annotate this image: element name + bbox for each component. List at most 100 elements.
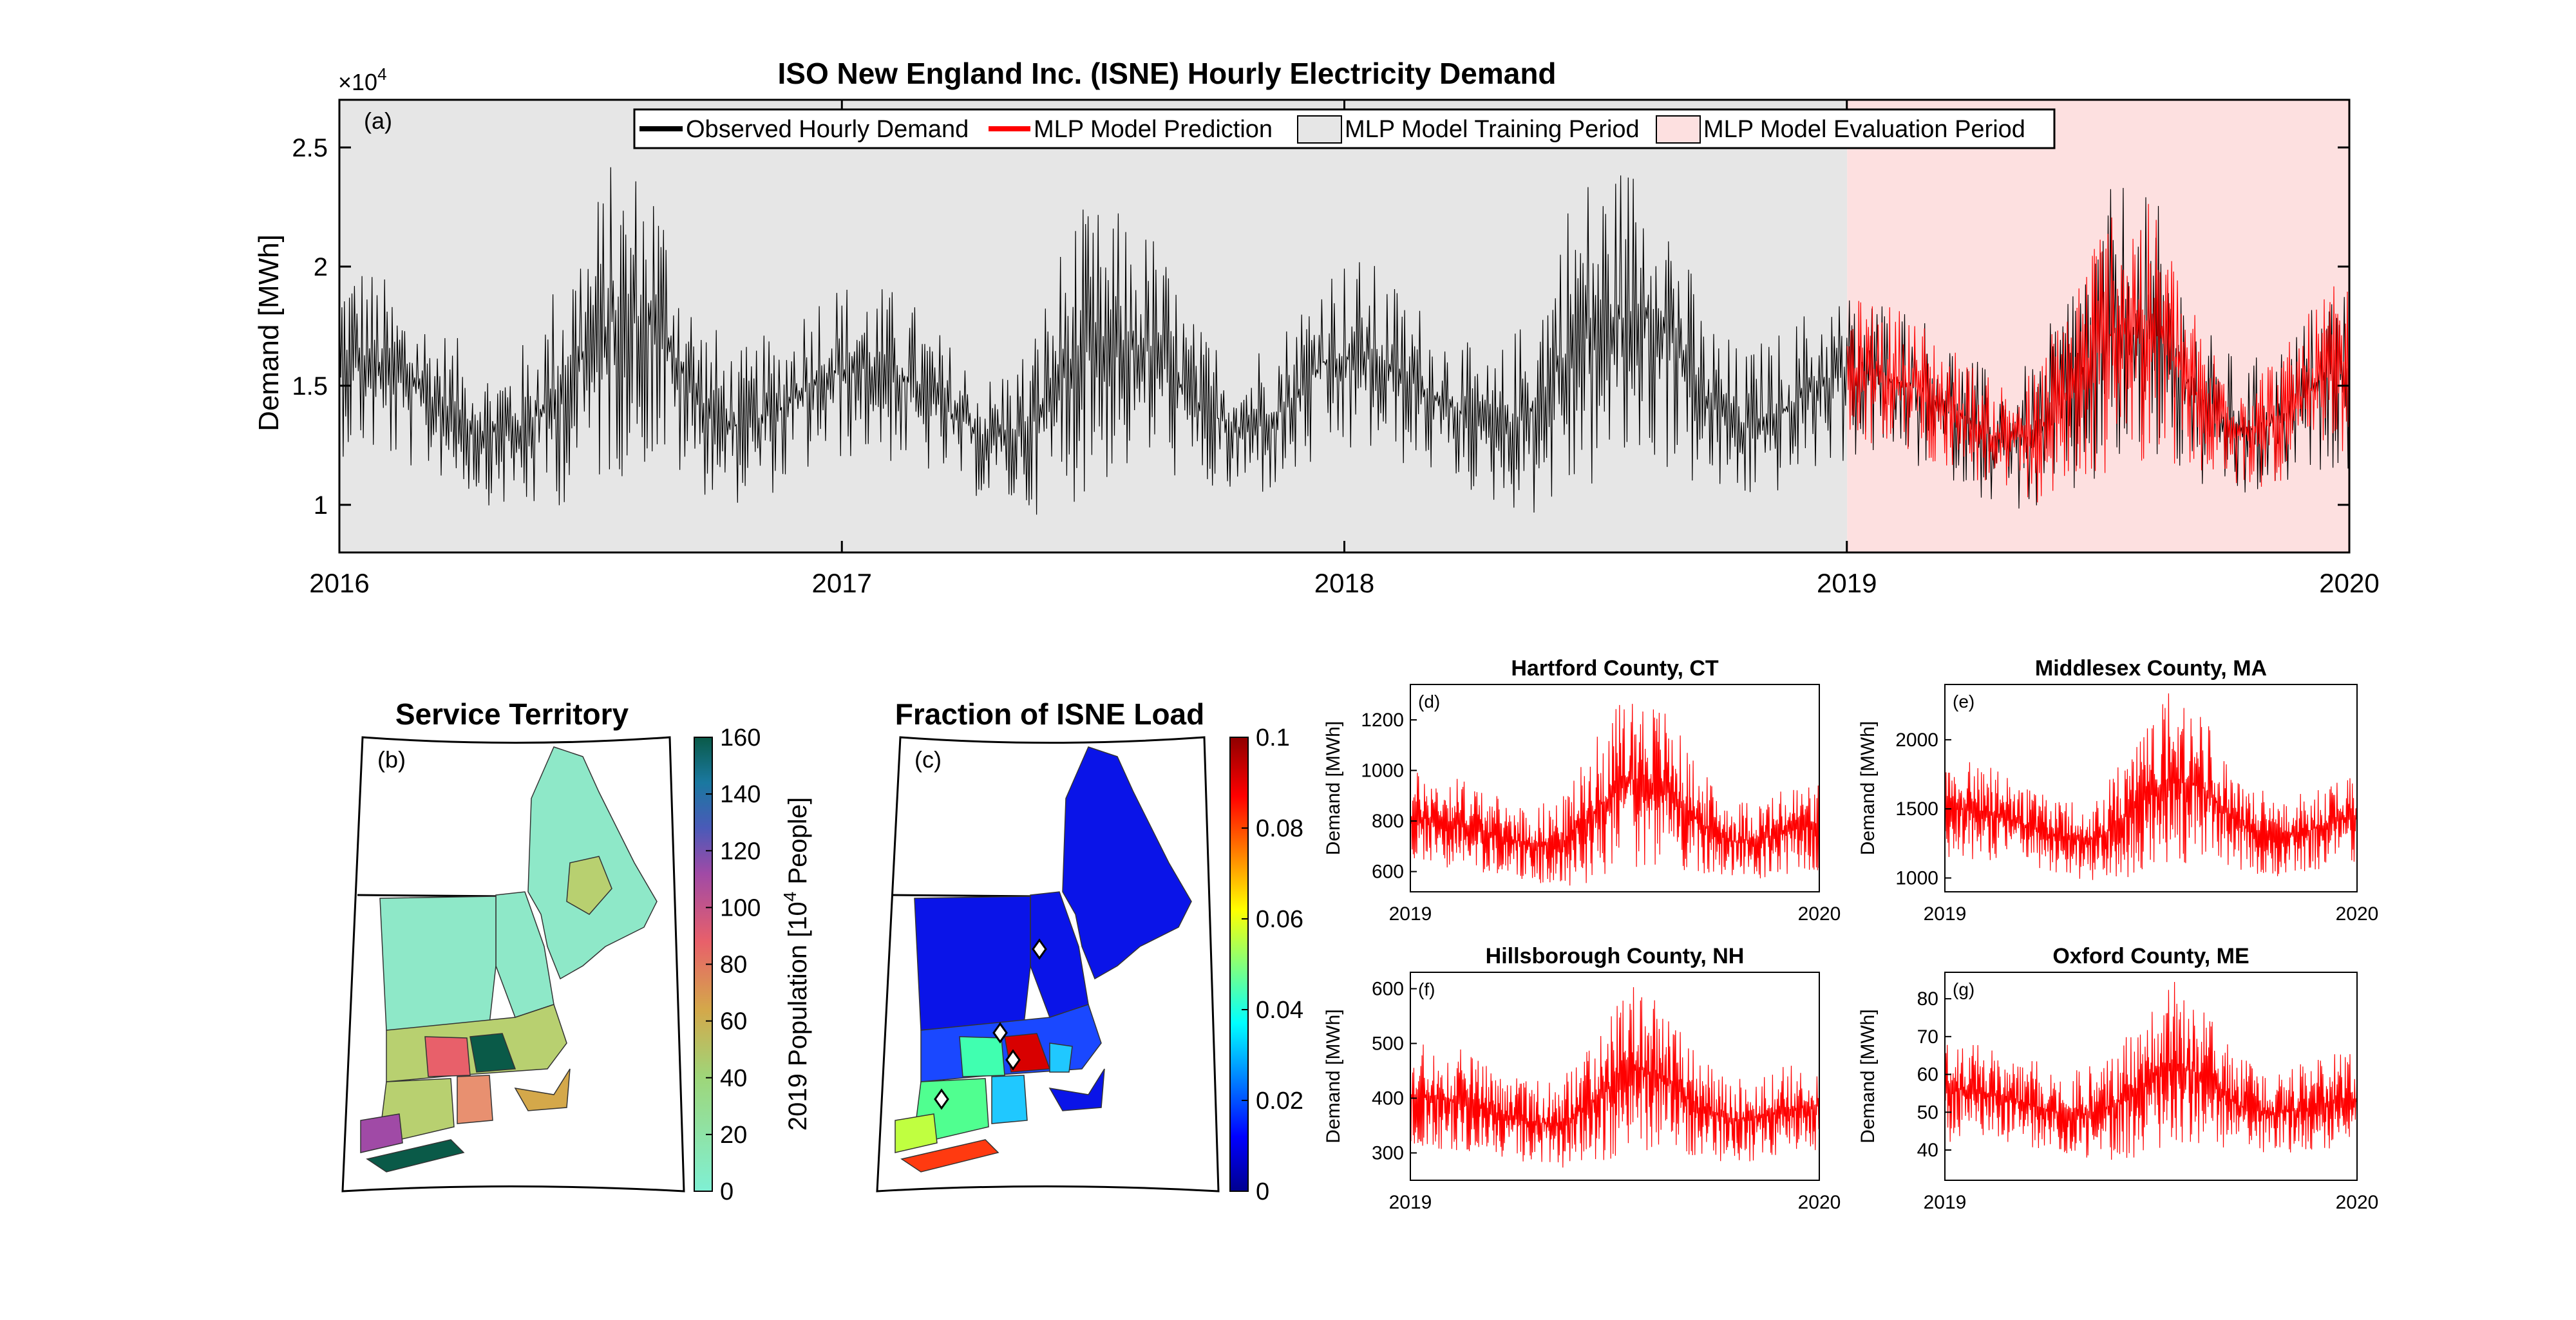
map-worcester — [959, 1036, 1005, 1077]
colorbar-tick-label: 0.08 — [1256, 815, 1303, 842]
colorbar-tick-label: 160 — [720, 724, 761, 751]
x-tick-label: 2018 — [1314, 568, 1374, 598]
county-marker-hillsborough — [992, 1022, 1008, 1044]
panel-e-title: Middlesex County, MA — [2035, 656, 2267, 681]
map-vermont — [379, 896, 497, 1031]
x-tick-label: 2020 — [2319, 568, 2379, 598]
map-middlesex — [469, 1033, 516, 1073]
exponent-power: 4 — [377, 64, 386, 84]
map-fairfield — [360, 1113, 403, 1153]
x-tick-label: 2020 — [2336, 1192, 2379, 1213]
x-tick-label: 2019 — [1924, 1192, 1967, 1213]
panel-g-title: Oxford County, ME — [2052, 944, 2249, 968]
colorbar-tick-label: 140 — [720, 781, 761, 808]
x-tick-label: 2019 — [1389, 903, 1432, 925]
x-tick-label: 2019 — [1924, 903, 1967, 925]
legend-training-label: MLP Model Training Period — [1345, 116, 1640, 143]
y-tick-label: 60 — [1917, 1064, 1938, 1086]
panel-frame — [1410, 972, 1820, 1181]
panel-e: Middlesex County, MA (e) Demand [MWh] 1000 1… — [1857, 656, 2378, 925]
map-long-island — [900, 1139, 999, 1173]
map-fairfield — [895, 1113, 938, 1153]
map-cape-cod — [514, 1068, 571, 1111]
y-tick-label: 70 — [1917, 1026, 1938, 1048]
panel-frame — [1944, 684, 2358, 892]
map-maine-county — [566, 856, 612, 915]
x-tick-label: 2016 — [309, 568, 369, 598]
panel-c-colorbar — [1229, 737, 1249, 1192]
panel-a-legend: Observed Hourly Demand MLP Model Predict… — [633, 108, 2056, 149]
colorbar-tick-label: 40 — [720, 1065, 747, 1092]
y-tick-label: 2.5 — [292, 134, 328, 162]
y-tick-label: 600 — [1372, 862, 1404, 883]
x-tick-label: 2020 — [2336, 903, 2379, 925]
panel-b-label: (b) — [377, 746, 406, 773]
y-tick-label: 2 — [314, 253, 328, 281]
colorbar-tick-label: 0.02 — [1256, 1088, 1303, 1115]
prediction-line — [1944, 981, 2358, 1160]
legend-box — [633, 108, 2056, 149]
county-marker-hartford — [934, 1088, 949, 1110]
panel-b-colorbar-label: 2019 Population [104 People] — [780, 797, 812, 1131]
panel-b-colorbar-ticks: 0 20 40 60 80 100 120 140 160 — [706, 724, 761, 1205]
panel-c: Fraction of ISNE Load (c) 00.020.040.060… — [876, 697, 1303, 1205]
panel-a-frame — [338, 99, 2351, 554]
panel-b-title: Service Territory — [395, 697, 629, 731]
colorbar-tick-label: 0 — [720, 1178, 734, 1205]
panel-c-colorbar-ticks: 0 0.02 0.04 0.06 0.08 0.1 — [1242, 724, 1303, 1205]
legend-observed-label: Observed Hourly Demand — [686, 116, 969, 143]
colorbar-tick-label: 20 — [720, 1122, 747, 1149]
y-tick-label: 2000 — [1895, 730, 1938, 751]
legend-evaluation-swatch — [1656, 115, 1701, 144]
map-cape-cod — [1048, 1068, 1105, 1111]
map-vermont — [914, 896, 1031, 1031]
y-tick-label: 40 — [1917, 1140, 1938, 1161]
colorbar-tick-label: 0.04 — [1256, 997, 1303, 1024]
y-tick-label: 80 — [1917, 988, 1938, 1010]
colorbar-tick-label: 0.1 — [1256, 724, 1290, 751]
y-tick-label: 1 — [314, 491, 328, 520]
panel-c-label: (c) — [914, 746, 942, 773]
y-tick-label: 300 — [1372, 1143, 1404, 1164]
x-tick-label: 2019 — [1389, 1192, 1432, 1213]
panel-d: Hartford County, CT (d) Demand [MWh] 600 800… — [1323, 656, 1841, 925]
panel-e-label: (e) — [1953, 692, 1975, 712]
y-tick-label: 800 — [1372, 811, 1404, 832]
panel-a: 2016 2017 2018 2019 2020 1 1.5 2 2.5 ISO New Eng… — [253, 57, 2380, 598]
panel-d-label: (d) — [1418, 692, 1440, 712]
panel-d-ylabel: Demand [MWh] — [1323, 721, 1344, 855]
y-tick-label: 1200 — [1361, 710, 1404, 731]
prediction-line — [1410, 704, 1820, 886]
panel-d-title: Hartford County, CT — [1511, 656, 1719, 681]
map-maine — [1062, 746, 1192, 980]
prediction-line — [1944, 693, 2358, 880]
y-tick-label: 400 — [1372, 1088, 1404, 1109]
colorbar-tick-label: 120 — [720, 838, 761, 865]
panel-frame — [1944, 972, 2358, 1181]
colorbar-tick-label: 100 — [720, 894, 761, 921]
county-marker-middlesex — [1005, 1049, 1021, 1071]
y-tick-label: 50 — [1917, 1102, 1938, 1123]
panel-f-ylabel: Demand [MWh] — [1323, 1009, 1344, 1143]
panel-frame — [1410, 684, 1820, 892]
panel-b: Service Territory (b) 0 20 40 60 80 100 120 140… — [341, 697, 812, 1205]
panel-a-title: ISO New England Inc. (ISNE) Hourly Elect… — [777, 57, 1556, 90]
colorbar-label-suffix: People] — [784, 797, 812, 892]
prediction-line — [1410, 987, 1820, 1168]
y-tick-label: 1500 — [1895, 798, 1938, 820]
x-tick-label: 2019 — [1817, 568, 1877, 598]
colorbar-label-prefix: 2019 Population [10 — [784, 901, 812, 1131]
map-long-island — [366, 1139, 465, 1173]
colorbar-label-power: 4 — [780, 892, 800, 902]
legend-prediction-label: MLP Model Prediction — [1034, 116, 1273, 143]
panel-f-title: Hillsborough County, NH — [1486, 944, 1745, 968]
panel-a-exponent: ×104 — [338, 64, 387, 95]
colorbar-tick-label: 60 — [720, 1008, 747, 1035]
y-tick-label: 1000 — [1895, 868, 1938, 889]
panel-a-ylabel: Demand [MWh] — [253, 234, 285, 431]
colorbar-tick-label: 0.06 — [1256, 906, 1303, 933]
panel-b-region-map — [360, 746, 658, 1173]
legend-training-swatch — [1297, 115, 1342, 144]
panel-g: Oxford County, ME (g) Demand [MWh] 40 50 60 70… — [1857, 944, 2378, 1213]
